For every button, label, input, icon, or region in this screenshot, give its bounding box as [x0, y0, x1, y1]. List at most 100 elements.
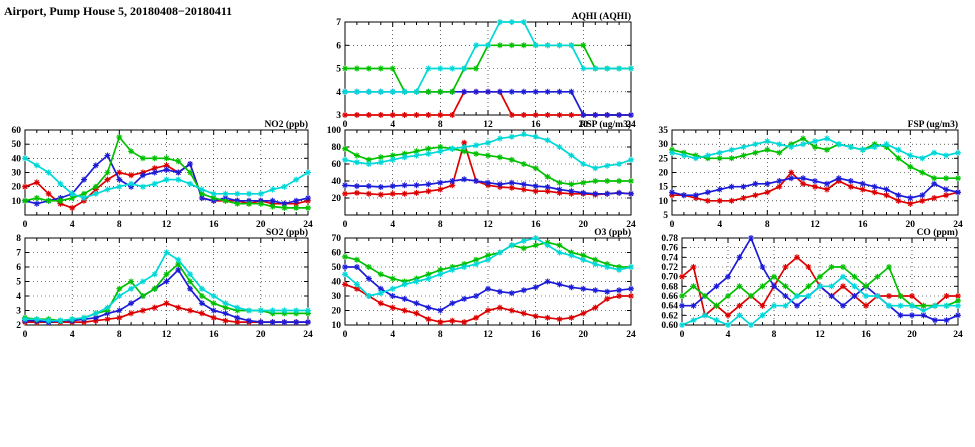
x-tick-label: 4 — [390, 220, 395, 230]
x-tick-label: 16 — [531, 220, 541, 230]
y-tick-label: 7 — [16, 249, 21, 259]
plot-frame — [681, 237, 959, 326]
y-tick-label: 60 — [332, 160, 342, 170]
x-tick-label: 16 — [531, 330, 541, 340]
series-markers-green — [342, 144, 634, 188]
y-tick-label: 0.78 — [661, 234, 678, 244]
y-tick-label: 0.62 — [661, 311, 678, 321]
x-tick-label: 16 — [858, 220, 868, 230]
series-markers-blue — [342, 264, 634, 314]
y-tick-label: 6 — [16, 263, 21, 273]
series-markers-green — [22, 134, 311, 211]
x-tick-label: 24 — [626, 330, 636, 340]
x-tick-label: 16 — [531, 120, 541, 130]
y-tick-label: 20 — [332, 307, 342, 317]
x-tick-label: 8 — [438, 120, 443, 130]
y-tick-label: 30 — [12, 169, 22, 179]
x-tick-label: 12 — [815, 330, 825, 340]
chart-o3: 10 20 30 40 50 60 70 0 4 8 12 16 20 24 O3 (ppb) — [332, 227, 637, 340]
chart-aqhi: 3 4 5 6 7 0 4 8 12 16 20 24 AQHI (AQHI) — [336, 11, 636, 130]
plot-frame — [671, 129, 959, 216]
y-tick-label: 50 — [12, 140, 22, 150]
chart-title: AQHI (AQHI) — [572, 11, 631, 22]
chart-so2: 2 3 4 5 6 7 8 0 4 8 12 16 20 24 SO2 (ppb) — [16, 227, 313, 340]
y-tick-label: 60 — [12, 126, 22, 136]
x-tick-label: 0 — [343, 330, 348, 340]
x-tick-label: 0 — [23, 220, 28, 230]
x-tick-label: 12 — [810, 220, 820, 230]
x-tick-label: 16 — [209, 220, 219, 230]
x-tick-label: 24 — [303, 220, 313, 230]
plot-frame — [24, 237, 309, 326]
y-tick-label: 40 — [12, 154, 22, 164]
x-tick-label: 24 — [626, 120, 636, 130]
y-tick-label: 0.64 — [661, 302, 678, 312]
y-tick-label: 15 — [659, 183, 669, 193]
x-tick-label: 20 — [256, 330, 266, 340]
series-markers-red — [342, 139, 634, 198]
chart-co: 0.600.620.640.660.680.700.720.740.760.78… — [661, 227, 963, 340]
series-markers-cyan — [342, 131, 634, 172]
y-tick-label: 8 — [16, 234, 21, 244]
y-tick-label: 60 — [332, 249, 342, 259]
y-tick-label: 5 — [16, 278, 21, 288]
x-tick-label: 4 — [70, 330, 75, 340]
series-markers-blue — [669, 175, 961, 201]
chart-title: O3 (ppb) — [594, 227, 631, 238]
chart-title: RSP (ug/m3) — [580, 119, 631, 130]
series-markers-cyan — [342, 235, 634, 299]
y-tick-label: 3 — [336, 111, 341, 121]
series-line-cyan — [345, 21, 631, 93]
x-tick-label: 0 — [343, 220, 348, 230]
x-tick-label: 0 — [23, 330, 28, 340]
series-markers-cyan — [669, 135, 961, 162]
x-tick-label: 24 — [953, 220, 963, 230]
y-tick-label: 7 — [336, 18, 341, 28]
x-tick-label: 8 — [438, 330, 443, 340]
x-tick-label: 8 — [765, 220, 770, 230]
x-tick-label: 24 — [626, 220, 636, 230]
x-tick-label: 24 — [953, 330, 963, 340]
y-tick-label: 4 — [16, 292, 21, 302]
chart-fsp: 5 10 15 20 25 30 35 0 4 8 12 16 20 24 FSP (ug/m3) — [659, 119, 964, 230]
series-markers-cyan — [22, 249, 311, 324]
x-tick-label: 4 — [717, 220, 722, 230]
chart-title: SO2 (ppb) — [266, 227, 308, 238]
x-tick-label: 4 — [70, 220, 75, 230]
x-tick-label: 0 — [670, 220, 675, 230]
x-tick-label: 20 — [579, 330, 589, 340]
y-tick-label: 30 — [332, 292, 342, 302]
series-markers-cyan — [342, 19, 634, 95]
x-tick-label: 12 — [162, 330, 172, 340]
x-tick-label: 20 — [256, 220, 266, 230]
y-tick-label: 2 — [16, 321, 21, 331]
y-tick-label: 20 — [659, 169, 669, 179]
y-tick-label: 5 — [663, 211, 668, 221]
series-markers-blue — [342, 176, 634, 197]
x-tick-label: 8 — [117, 330, 122, 340]
x-tick-label: 4 — [726, 330, 731, 340]
y-tick-label: 40 — [332, 177, 342, 187]
y-tick-label: 35 — [659, 126, 669, 136]
y-tick-label: 100 — [327, 126, 342, 136]
x-tick-label: 20 — [579, 220, 589, 230]
y-tick-label: 4 — [336, 88, 341, 98]
y-tick-label: 30 — [659, 140, 669, 150]
y-tick-label: 50 — [332, 263, 342, 273]
y-tick-label: 0.76 — [661, 244, 678, 254]
x-tick-label: 20 — [907, 330, 917, 340]
x-tick-label: 4 — [390, 330, 395, 340]
x-tick-label: 0 — [343, 120, 348, 130]
chart-title: FSP (ug/m3) — [908, 119, 958, 130]
x-tick-label: 8 — [438, 220, 443, 230]
chart-title: CO (ppm) — [917, 227, 958, 238]
y-tick-label: 20 — [332, 194, 342, 204]
x-tick-label: 16 — [861, 330, 871, 340]
x-tick-label: 8 — [117, 220, 122, 230]
chart-title: NO2 (ppb) — [264, 119, 308, 130]
x-tick-label: 12 — [162, 220, 172, 230]
y-tick-label: 0.66 — [661, 292, 678, 302]
